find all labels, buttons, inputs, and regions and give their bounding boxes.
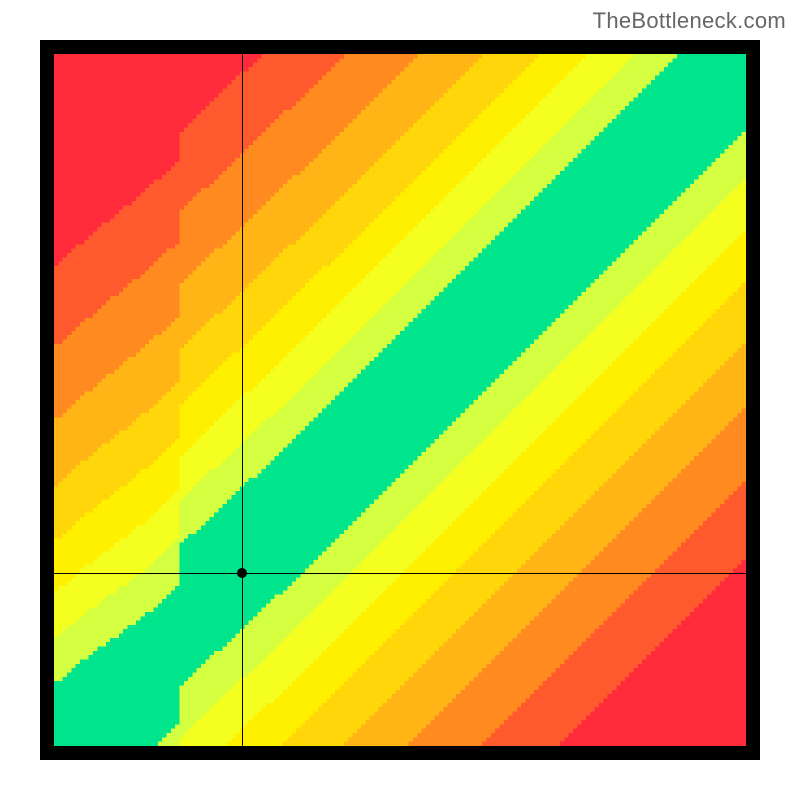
watermark-text: TheBottleneck.com <box>593 8 786 34</box>
heatmap-canvas <box>54 54 746 746</box>
crosshair-vertical <box>242 54 243 746</box>
crosshair-horizontal <box>54 573 746 574</box>
